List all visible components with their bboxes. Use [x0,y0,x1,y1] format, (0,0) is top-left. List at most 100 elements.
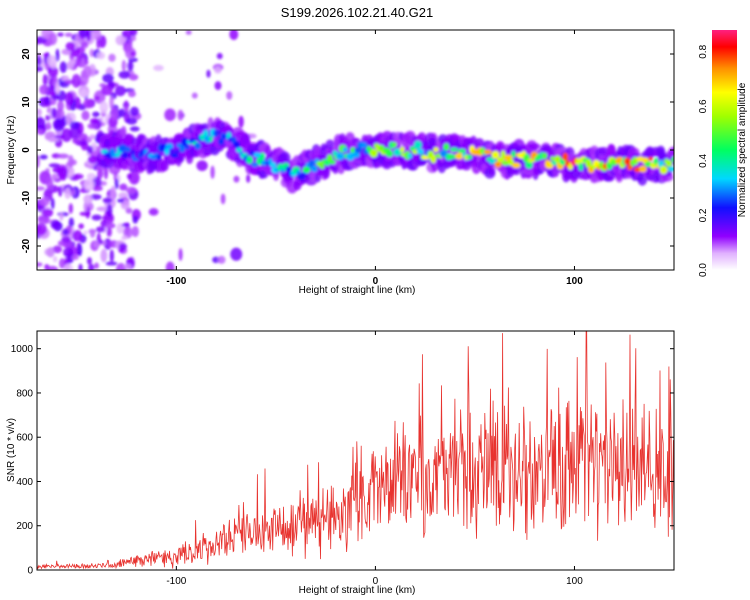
heatmap-noise-blob [78,223,84,230]
heatmap-noise-blob [41,208,54,218]
heatmap-noise-blob [77,243,83,257]
heatmap-noise-blob [148,208,159,216]
heatmap-ridge-cell [174,149,180,154]
heatmap-noise-blob [59,212,64,221]
heatmap-noise-blob [100,248,108,263]
heatmap-noise-blob [126,117,138,125]
heatmap-noise-blob [69,121,80,129]
heatmap-ridge-cell [336,152,345,161]
heatmap-ridge-cell [421,155,430,160]
heatmap-ridge-cell [412,149,419,155]
heatmap-noise-blob [72,173,84,180]
snr-ytick-label: 200 [16,521,33,532]
heatmap-halo-blob [201,123,210,131]
heatmap-ridge-cell [665,159,673,167]
colorbar: 0.0 0.2 0.4 0.6 0.8 Normalized spectral ampl… [698,30,748,277]
heatmap-noise-blob [124,106,129,112]
heatmap-noise-blob [37,262,43,267]
heatmap-ridge-cell [466,154,473,160]
heatmap-noise-blob [52,245,63,254]
heatmap-noise-blob [75,47,80,56]
heatmap-noise-blob [38,124,46,130]
heatmap-ridge-cell [512,162,521,169]
heatmap-noise-blob [50,197,55,210]
heatmap-ridge-cell [644,161,652,167]
heatmap-ridge-cell [392,142,397,148]
heatmap-noise-blob [87,123,97,129]
heatmap-noise-blob [94,95,100,101]
heatmap-noise-blob [206,69,211,78]
heatmap-noise-blob [71,254,79,261]
heatmap-noise-blob [229,30,239,41]
colorbar-gradient [712,30,737,270]
snr-ytick-label: 1000 [11,344,34,355]
heatmap-noise-blob [37,154,41,168]
heatmap-noise-blob [125,207,133,214]
heatmap-noise-blob [58,185,63,197]
heatmap-noise-blob [216,52,223,60]
heatmap-noise-blob [164,108,176,122]
heatmap-ridge-cell [623,157,631,166]
heatmap-ridge-cell [260,152,265,161]
heatmap-ridge-cell [667,166,674,172]
heatmap-noise-blob [57,153,69,159]
heatmap-ridge-cell [525,161,533,169]
heatmap-noise-blob [97,169,104,179]
heatmap-noise-blob [37,108,42,117]
heatmap-noise-blob [114,85,126,97]
heatmap-ridge-cell [639,165,647,173]
snr-series-line [37,331,674,570]
heatmap-noise-blob [109,95,114,110]
heatmap-ridge-cell [302,166,311,174]
heatmap-noise-blob [98,239,104,245]
heatmap-noise-blob [83,194,93,204]
heatmap-ridge-cell [578,162,584,171]
snr-xtick-label: 100 [566,576,583,587]
heatmap-noise-blob [89,134,96,140]
heatmap-noise-blob [81,110,90,121]
heatmap-noise-blob [44,96,51,105]
heatmap-halo-blob [123,137,135,145]
heatmap-noise-blob [191,92,198,99]
heatmap-ridge-cell [494,161,502,168]
heatmap-noise-blob [72,137,80,144]
heatmap-noise-blob [102,197,113,204]
heatmap-noise-blob [61,236,72,243]
heatmap-noise-blob [42,74,48,86]
heatmap-noise-blob [165,261,175,270]
heatmap-noise-blob [214,66,222,74]
heatmap-noise-blob [130,51,136,57]
heatmap-noise-blob [103,238,112,250]
heatmap-noise-blob [120,125,127,137]
heatmap-noise-blob [238,115,244,128]
heatmap-ridge-cell [269,162,277,168]
heatmap-ridge-cell [483,149,492,155]
heatmap-noise-blob [48,163,61,168]
heatmap-halo-blob [222,127,235,135]
heatmap-ridge-cell [185,145,190,150]
heatmap-ridge-cell [433,147,439,152]
heatmap-ridge-cell [218,138,225,145]
heatmap-noise-blob [95,226,106,233]
spectrogram-ytick-label: 20 [21,48,32,60]
heatmap-noise-blob [96,206,108,212]
heatmap-ridge-cell [319,164,325,169]
heatmap-noise-blob [77,133,88,141]
colorbar-tick-label: 0.8 [698,44,709,58]
heatmap-noise-blob [57,100,64,112]
heatmap-noise-blob [54,108,65,119]
heatmap-noise-blob [46,247,55,258]
heatmap-noise-blob [185,30,192,35]
heatmap-halo-blob [325,139,335,149]
spectrogram-ytick-label: -10 [21,190,32,205]
heatmap-noise-blob [71,74,81,88]
heatmap-ridge-cell [457,148,466,154]
heatmap-noise-blob [86,172,96,180]
heatmap-noise-blob [48,32,58,46]
heatmap-noise-blob [37,65,44,72]
heatmap-noise-blob [91,214,102,221]
heatmap-noise-blob [104,222,116,229]
heatmap-noise-blob [86,145,94,154]
heatmap-noise-blob [178,248,183,261]
